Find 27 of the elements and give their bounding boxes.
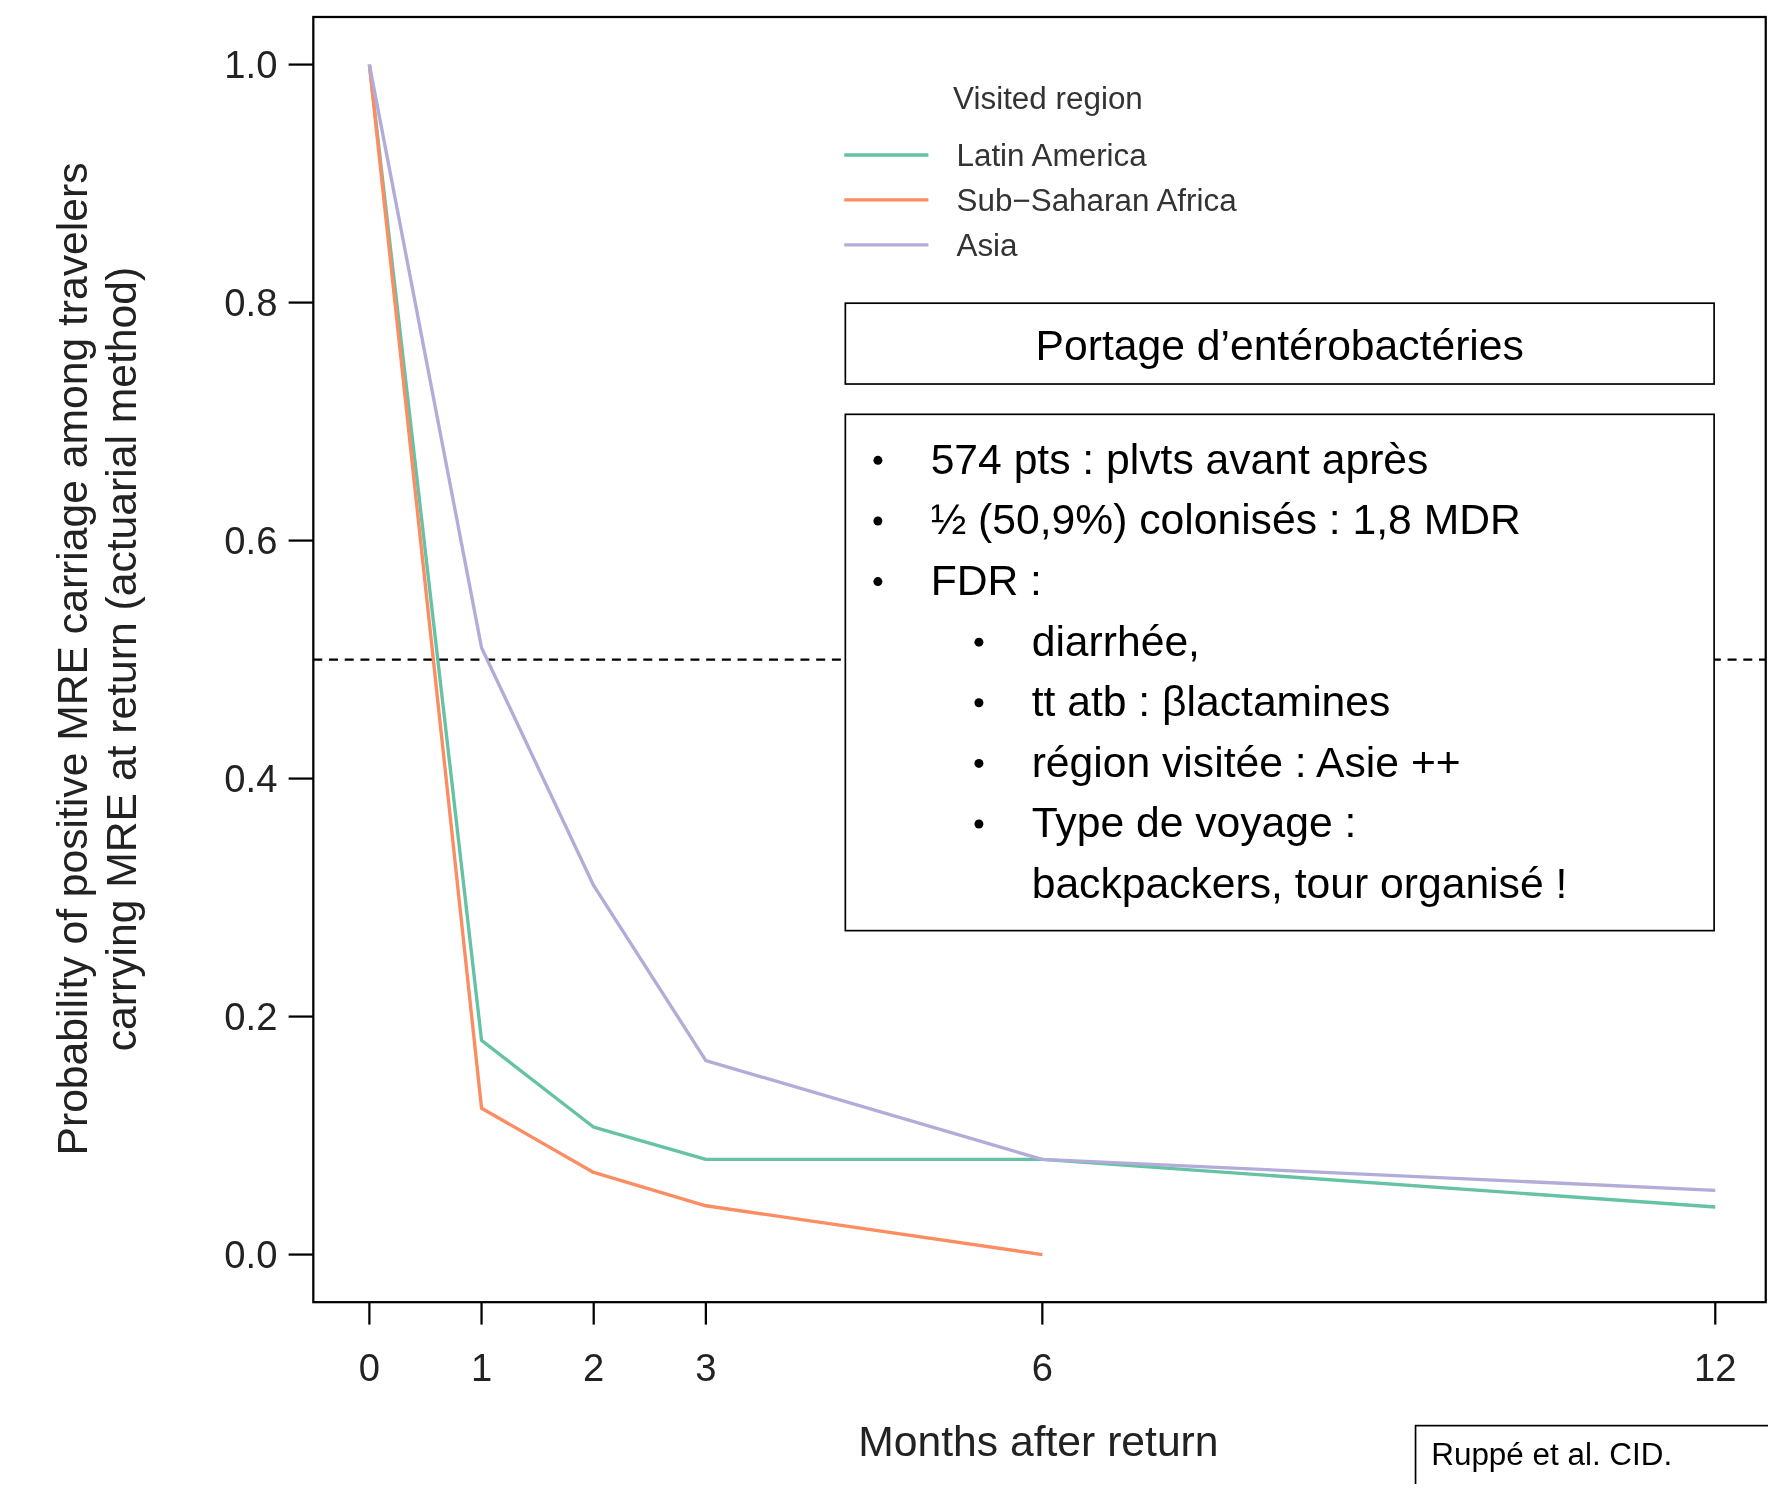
annotation: 574 pts : plvts avant après [930,434,1429,483]
text: Ruppé et al. CID. [1431,1436,1673,1472]
y-tick-label: 0.8 [224,280,278,324]
x-tick-label: 2 [583,1345,605,1389]
annotation: région visitée : Asie ++ [1031,737,1461,786]
y-tick-label: 1.0 [224,42,278,86]
annotation: FDR : [930,556,1042,605]
x-axis-title: Months after return [858,1416,1219,1465]
y-axis-title: Probability of positive MRE carriage among travelers carrying MRE at return (actuarial method) [47,162,145,1156]
legend-label: Asia [956,227,1019,263]
x-tick-label: 12 [1694,1345,1737,1389]
y-tick-label: 0.4 [224,756,278,800]
x-tick-label: 0 [358,1345,381,1389]
annotation: diarrhée, [1031,616,1200,665]
y-tick-label: 0.6 [224,518,278,562]
y-tick-label: 0.2 [224,994,278,1038]
legend-label: Sub−Saharan Africa [956,182,1238,218]
legend-title: Visited region [953,80,1143,116]
annotation: tt atb : βlactamines [1031,677,1391,726]
x-tick-label: 6 [1031,1345,1053,1389]
y-tick-label: 0.0 [224,1232,278,1276]
legend-label: Latin America [956,138,1148,174]
annotation: ½ (50,9%) colonisés : 1,8 MDR [930,495,1521,544]
annotation: Portage d’entérobactéries [1035,320,1524,369]
annotation: Type de voyage : backpackers, tour organisé ! [1031,798,1568,908]
x-tick-label: 3 [695,1345,717,1389]
x-tick-label: 1 [470,1345,493,1389]
